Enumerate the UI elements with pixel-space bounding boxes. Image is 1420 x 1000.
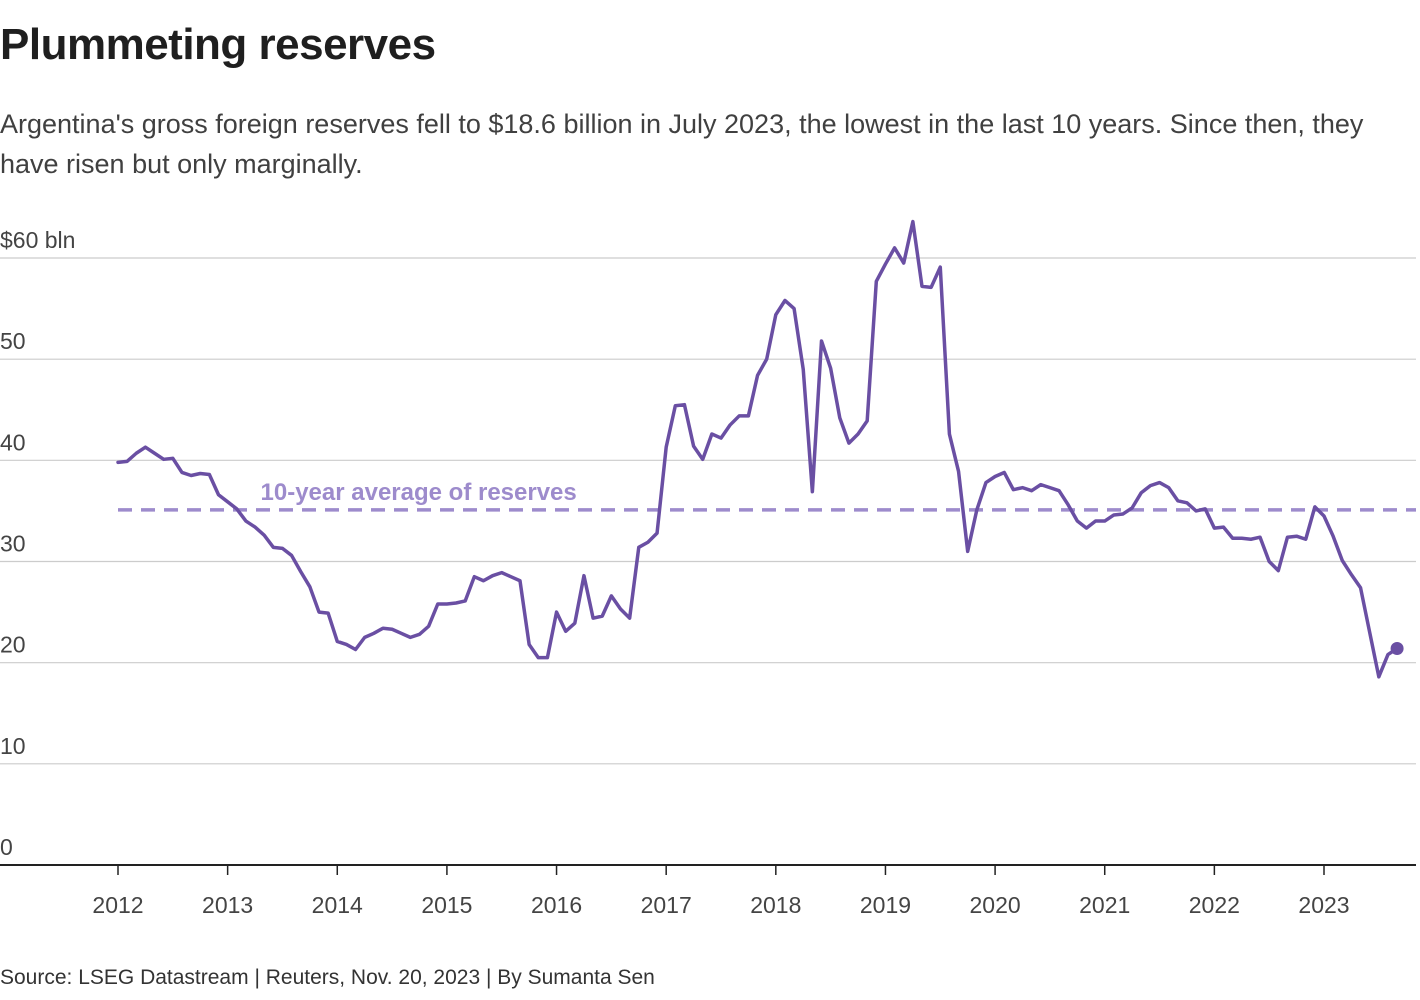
y-tick-label-40: 40 bbox=[0, 429, 26, 455]
latest-value-marker bbox=[1390, 642, 1404, 656]
x-tick-label-2018: 2018 bbox=[750, 892, 801, 918]
chart-source: Source: LSEG Datastream | Reuters, Nov. … bbox=[0, 966, 655, 989]
x-tick-label-2015: 2015 bbox=[421, 892, 472, 918]
x-tick-label-2023: 2023 bbox=[1298, 892, 1349, 918]
x-tick-label-2019: 2019 bbox=[860, 892, 911, 918]
chart-title: Plummeting reserves bbox=[0, 20, 436, 69]
y-tick-label-50: 50 bbox=[0, 328, 26, 354]
x-tick-label-2020: 2020 bbox=[970, 892, 1021, 918]
x-tick-label-2013: 2013 bbox=[202, 892, 253, 918]
y-tick-label-60: $60 bln bbox=[0, 227, 75, 253]
y-tick-label-30: 30 bbox=[0, 531, 26, 557]
y-tick-label-10: 10 bbox=[0, 733, 26, 759]
x-tick-label-2012: 2012 bbox=[92, 892, 143, 918]
y-tick-label-20: 20 bbox=[0, 632, 26, 658]
x-tick-label-2017: 2017 bbox=[641, 892, 692, 918]
x-tick-label-2021: 2021 bbox=[1079, 892, 1130, 918]
x-tick-label-2016: 2016 bbox=[531, 892, 582, 918]
reserves-series-line bbox=[116, 219, 1399, 679]
reserves-line-chart: 10-year average of reserves 0 10 20 30 40 50 $… bbox=[0, 219, 1416, 918]
x-tick-label-2014: 2014 bbox=[312, 892, 363, 918]
y-tick-label-0: 0 bbox=[0, 834, 13, 860]
chart-subtitle: Argentina's gross foreign reserves fell … bbox=[0, 109, 1364, 179]
average-annotation-label: 10-year average of reserves bbox=[261, 479, 577, 506]
x-tick-label-2022: 2022 bbox=[1189, 892, 1240, 918]
chart-area: 10-year average of reserves 0 10 20 30 40 50 $… bbox=[0, 210, 1420, 940]
